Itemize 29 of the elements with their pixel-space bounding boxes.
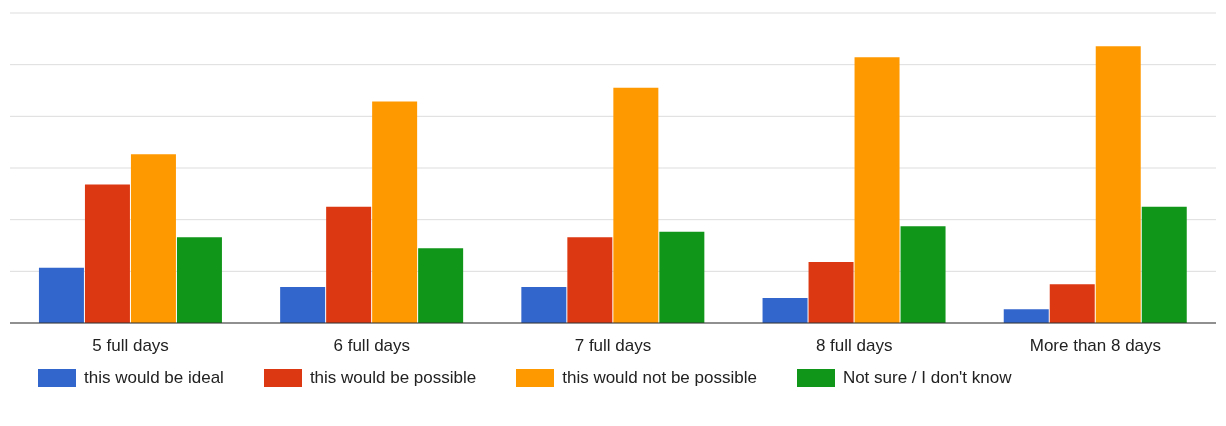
bar	[372, 101, 418, 323]
bar	[900, 226, 946, 323]
bar	[1095, 46, 1141, 323]
bar	[808, 262, 854, 323]
bar	[1003, 309, 1049, 323]
bar	[613, 87, 659, 323]
legend-label: Not sure / I don't know	[842, 368, 1012, 388]
bar	[38, 267, 84, 323]
bar	[84, 184, 130, 323]
bar	[854, 57, 900, 323]
x-tick-label: More than 8 days	[1029, 336, 1162, 356]
legend-label: this would not be possible	[562, 368, 757, 388]
bar	[280, 287, 326, 323]
x-tick-label: 5 full days	[92, 336, 169, 356]
bar	[521, 287, 567, 323]
legend-label: this would be possible	[309, 368, 477, 388]
bar	[1141, 206, 1187, 323]
x-tick-label: 7 full days	[574, 336, 652, 356]
x-tick-label: 6 full days	[333, 336, 411, 356]
bar	[418, 248, 464, 323]
bar	[762, 298, 808, 323]
x-tick-label: 8 full days	[815, 336, 893, 356]
bar	[176, 237, 222, 323]
bar	[659, 231, 705, 323]
bar	[130, 154, 176, 323]
bar	[1049, 284, 1095, 323]
bar	[567, 237, 613, 323]
legend-label: this would be ideal	[84, 368, 224, 388]
bar	[326, 206, 372, 323]
